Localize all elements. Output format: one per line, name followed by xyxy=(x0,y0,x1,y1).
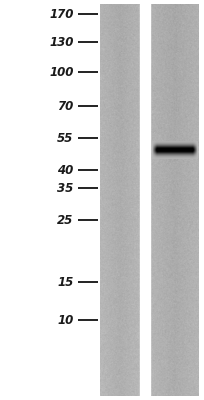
Text: 35: 35 xyxy=(57,182,73,194)
Text: 10: 10 xyxy=(57,314,73,326)
Text: 25: 25 xyxy=(57,214,73,226)
Text: 130: 130 xyxy=(49,36,73,48)
Text: 40: 40 xyxy=(57,164,73,176)
Text: 100: 100 xyxy=(49,66,73,78)
Text: 55: 55 xyxy=(57,132,73,144)
Text: 170: 170 xyxy=(49,8,73,20)
Text: 15: 15 xyxy=(57,276,73,288)
Text: 70: 70 xyxy=(57,100,73,112)
